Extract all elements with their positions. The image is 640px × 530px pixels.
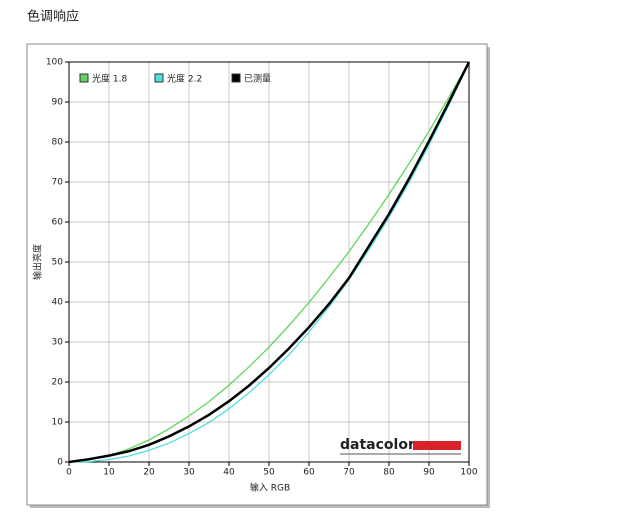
- x-tick-label: 70: [343, 468, 355, 478]
- legend-swatch: [154, 73, 164, 83]
- x-axis-label: 输入 RGB: [250, 482, 290, 494]
- plot-border: [68, 61, 470, 463]
- x-tick-label: 0: [66, 468, 72, 478]
- y-tick-label: 30: [52, 338, 64, 348]
- watermark-bar: [413, 441, 461, 450]
- x-tick-label: 100: [460, 468, 477, 478]
- y-tick-label: 70: [52, 178, 64, 188]
- series-line: [68, 61, 470, 463]
- watermark-text: datacolor: [340, 437, 415, 453]
- legend-swatch: [79, 73, 89, 83]
- x-tick-label: 60: [303, 468, 315, 478]
- x-tick-label: 90: [423, 468, 435, 478]
- watermark: datacolor: [340, 437, 461, 455]
- y-tick-label: 20: [52, 378, 64, 388]
- y-axis-label: 输出亮度: [32, 244, 44, 280]
- legend-label: 已测量: [244, 74, 271, 85]
- x-tick-label: 40: [223, 468, 235, 478]
- y-tick-label: 10: [52, 418, 64, 428]
- y-tick-label: 50: [52, 258, 64, 268]
- x-tick-label: 30: [183, 468, 195, 478]
- x-tick-label: 20: [143, 468, 155, 478]
- x-tick-label: 50: [263, 468, 275, 478]
- page-title: 色调响应: [27, 9, 79, 25]
- x-tick-label: 10: [103, 468, 115, 478]
- legend-label: 光度 1.8: [92, 73, 127, 85]
- chart-frame: [26, 43, 488, 506]
- y-tick-label: 0: [57, 458, 63, 468]
- y-tick-label: 60: [52, 218, 64, 228]
- y-tick-label: 40: [52, 298, 64, 308]
- series-line: [68, 61, 470, 463]
- x-tick-label: 80: [383, 468, 395, 478]
- legend-swatch: [231, 73, 241, 83]
- plot: 0 10 20 30 40 50 60 70 80 90 100 0 10 20 30 40 50 60 70 80 9…: [46, 58, 478, 478]
- series-line: [68, 61, 471, 464]
- y-tick-label: 100: [46, 58, 63, 68]
- legend-label: 光度 2.2: [167, 73, 202, 85]
- y-tick-label: 80: [52, 138, 64, 148]
- y-tick-label: 90: [52, 98, 64, 108]
